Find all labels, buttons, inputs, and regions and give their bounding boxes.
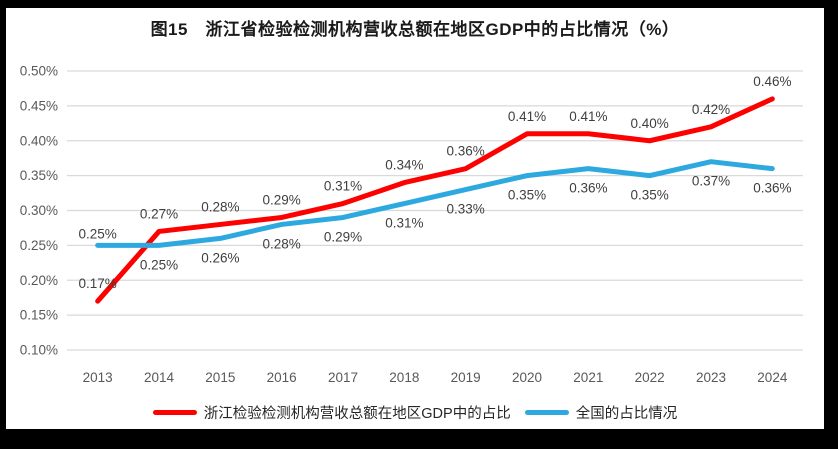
y-axis-tick-label: 0.50%: [20, 64, 58, 79]
series-line-national: [95, 159, 775, 248]
data-point-label: 0.46%: [753, 74, 791, 89]
legend-swatch-red-line: [152, 410, 197, 415]
x-axis-tick-label: 2013: [83, 370, 113, 385]
data-point-label: 0.31%: [385, 216, 423, 231]
data-point-label: 0.35%: [508, 188, 546, 203]
x-axis-tick-label: 2017: [328, 370, 358, 385]
y-axis-tick-label: 0.20%: [20, 273, 58, 288]
x-axis-tick-label: 2018: [389, 370, 419, 385]
data-point-label: 0.27%: [140, 206, 178, 221]
data-point-label: 0.41%: [569, 109, 607, 124]
x-axis-tick-label: 2020: [512, 370, 542, 385]
data-point-label: 0.33%: [447, 202, 485, 217]
y-axis-tick-label: 0.30%: [20, 203, 58, 218]
x-axis-tick-label: 2023: [696, 370, 726, 385]
x-axis-tick-label: 2016: [267, 370, 297, 385]
line-chart-plot-area: 0.50% 0.45% 0.40% 0.35% 0.30% 0.25% 0.20% 0.15%…: [20, 64, 803, 385]
y-axis-tick-label: 0.40%: [20, 133, 58, 148]
series-line-zhejiang: [95, 96, 775, 304]
chart-card: 图15 浙江省检验检测机构营收总额在地区GDP中的占比情况（%） 0.50% 0.…: [6, 8, 824, 429]
data-point-label: 0.25%: [140, 257, 178, 272]
data-point-label: 0.36%: [569, 181, 607, 196]
data-point-label: 0.35%: [631, 188, 669, 203]
data-point-label: 0.29%: [324, 229, 362, 244]
legend-swatch-blue-line: [524, 410, 569, 415]
data-point-label: 0.17%: [79, 276, 117, 291]
data-point-label: 0.28%: [201, 199, 239, 214]
legend-label-national: 全国的占比情况: [575, 406, 678, 422]
data-point-label: 0.36%: [753, 181, 791, 196]
legend-item-zhejiang: 浙江检验检测机构营收总额在地区GDP中的占比: [152, 402, 511, 423]
y-axis-tick-label: 0.15%: [20, 308, 58, 323]
data-point-label: 0.40%: [631, 116, 669, 131]
y-axis-tick-label: 0.35%: [20, 168, 58, 183]
x-axis-tick-label: 2022: [635, 370, 665, 385]
data-point-label: 0.31%: [324, 179, 362, 194]
data-point-label: 0.42%: [692, 102, 730, 117]
data-point-label: 0.26%: [201, 250, 239, 265]
y-axis-tick-label: 0.10%: [20, 343, 58, 358]
x-axis-tick-label: 2021: [573, 370, 603, 385]
x-axis-tick-label: 2014: [144, 370, 175, 385]
data-point-label: 0.34%: [385, 158, 423, 173]
y-axis-tick-label: 0.45%: [20, 98, 58, 113]
data-point-label: 0.37%: [692, 174, 730, 189]
x-axis-tick-label: 2019: [451, 370, 481, 385]
x-axis-tick-label: 2015: [205, 370, 235, 385]
data-point-label: 0.41%: [508, 109, 546, 124]
data-point-label: 0.29%: [263, 192, 301, 207]
chart-title: 图15 浙江省检验检测机构营收总额在地区GDP中的占比情况（%）: [150, 20, 680, 39]
x-axis-tick-label: 2024: [757, 370, 788, 385]
data-point-label: 0.28%: [263, 236, 301, 251]
data-point-label: 0.36%: [447, 144, 485, 159]
legend-item-national: 全国的占比情况: [524, 402, 678, 423]
data-point-label: 0.25%: [79, 226, 117, 241]
chart-legend: 浙江检验检测机构营收总额在地区GDP中的占比 全国的占比情况: [6, 402, 824, 423]
legend-label-zhejiang: 浙江检验检测机构营收总额在地区GDP中的占比: [203, 406, 511, 422]
y-axis-tick-label: 0.25%: [20, 238, 58, 253]
